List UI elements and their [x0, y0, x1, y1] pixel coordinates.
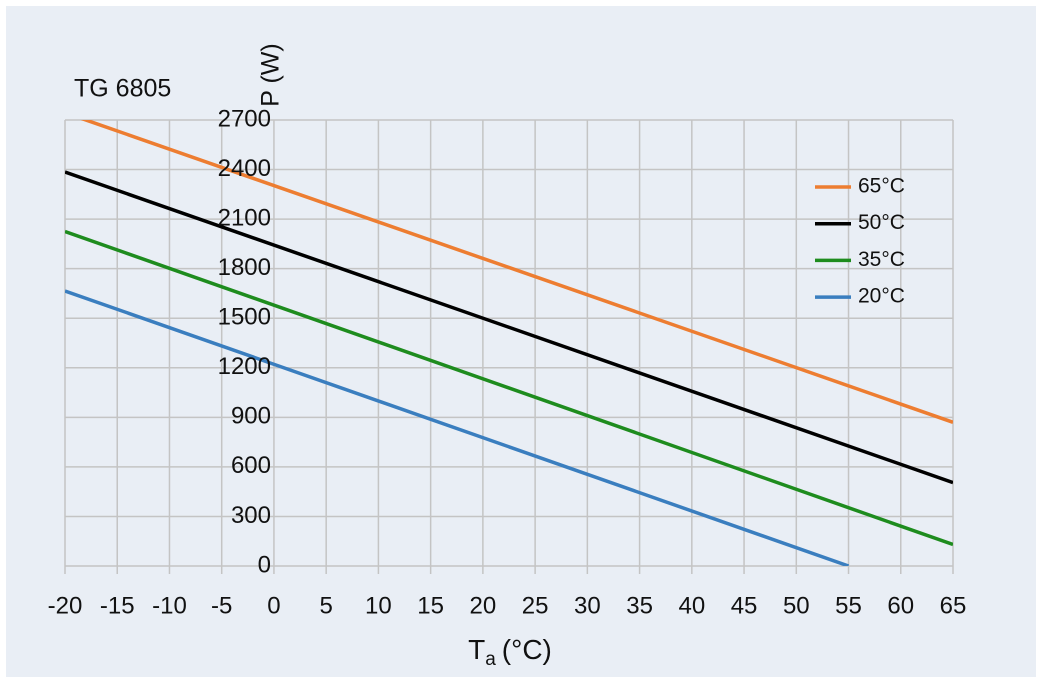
x-tick-label: -20 [48, 592, 83, 619]
x-tick-label: 45 [731, 592, 758, 619]
x-tick-label: 10 [365, 592, 392, 619]
chart-title: TG 6805 [74, 75, 171, 103]
y-tick-label: 2100 [218, 204, 271, 231]
y-tick-label: 0 [258, 551, 271, 578]
y-tick-label: 1800 [218, 254, 271, 281]
series-line [80, 120, 953, 424]
series-line [65, 170, 953, 485]
x-tick-label: 20 [470, 592, 497, 619]
y-axis-label: P (W) [257, 43, 285, 106]
lines [65, 120, 953, 566]
legend-label: 50°C [858, 211, 905, 234]
x-tick-label: 40 [678, 592, 705, 619]
y-tick-label: 300 [231, 502, 271, 529]
x-tick-label: 60 [887, 592, 914, 619]
x-tick-label: 0 [267, 592, 280, 619]
background [6, 6, 1036, 677]
x-tick-label: -15 [100, 592, 135, 619]
x-tick-label: -5 [211, 592, 232, 619]
x-tick-label: 55 [835, 592, 862, 619]
x-tick-label: 30 [574, 592, 601, 619]
x-tick-label: -10 [152, 592, 187, 619]
legend-label: 35°C [858, 248, 905, 271]
x-tick-label: 65 [940, 592, 967, 619]
y-tick-label: 600 [231, 452, 271, 479]
labels: -20 -15 -10 -5 0 5 10 15 20 25 30 35 40 45 50 55 60 65 0 30… [48, 105, 967, 619]
x-axis-label-sub: a [485, 649, 496, 670]
series-line [65, 229, 953, 547]
series-line [65, 289, 850, 566]
y-tick-label: 1500 [218, 304, 271, 331]
y-tick-label: 1200 [218, 353, 271, 380]
x-axis-label-main: T [468, 634, 485, 665]
x-tick-label: 25 [522, 592, 549, 619]
legend-label: 20°C [858, 285, 905, 308]
x-tick-label: 35 [626, 592, 653, 619]
x-tick-label: 50 [783, 592, 810, 619]
x-tick-label: 5 [319, 592, 332, 619]
y-tick-label: 2400 [218, 155, 271, 182]
x-axis-label-unit: (°C) [502, 634, 552, 665]
x-axis-label: Ta (°C) [468, 634, 552, 670]
y-tick-label: 2700 [218, 105, 271, 132]
x-tick-label: 15 [417, 592, 444, 619]
legend-label: 65°C [858, 175, 905, 198]
y-tick-label: 900 [231, 403, 271, 430]
